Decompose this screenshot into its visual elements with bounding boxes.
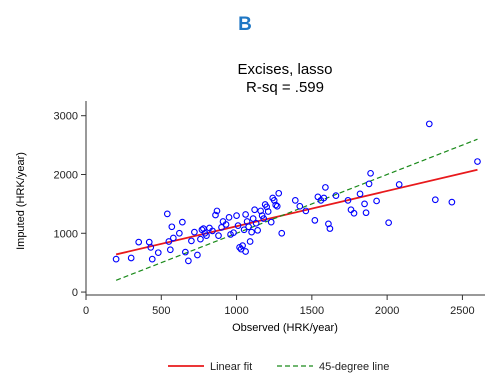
data-point <box>230 229 237 237</box>
data-point <box>278 229 286 237</box>
data-point <box>347 206 355 214</box>
legend-linear-fit-label: Linear fit <box>210 361 252 373</box>
data-point <box>373 197 380 205</box>
data-point <box>385 219 392 227</box>
data-point <box>194 251 201 259</box>
data-point <box>213 207 221 215</box>
data-point <box>191 228 198 236</box>
data-point <box>248 228 255 236</box>
data-point <box>395 181 403 188</box>
data-point <box>264 208 272 215</box>
data-point <box>239 242 246 249</box>
data-point <box>332 192 340 199</box>
data-point <box>273 202 281 210</box>
panel-label: B <box>238 14 252 35</box>
data-point <box>245 223 252 231</box>
y-tick-label: 2000 <box>54 169 78 181</box>
points-layer <box>112 120 481 265</box>
data-point <box>179 218 186 226</box>
data-point <box>188 237 195 245</box>
linear-fit-line <box>115 168 478 256</box>
data-point <box>209 227 216 235</box>
data-point <box>168 223 176 231</box>
data-point <box>291 197 299 204</box>
x-axis-label: Observed (HRK/year) <box>232 322 338 334</box>
data-point <box>246 238 254 245</box>
data-point <box>474 158 481 165</box>
y-tick-label: 1000 <box>54 228 78 240</box>
data-point <box>322 184 329 191</box>
data-point <box>254 226 261 234</box>
data-point <box>222 221 230 228</box>
data-point <box>275 189 283 197</box>
lines-layer <box>115 138 478 281</box>
data-point <box>267 218 275 226</box>
data-point <box>367 169 374 177</box>
data-point <box>272 201 280 209</box>
data-point <box>252 219 260 227</box>
data-point <box>185 257 192 265</box>
x-tick-label: 2000 <box>375 305 399 317</box>
data-point <box>260 215 268 222</box>
data-point <box>169 234 177 242</box>
data-point <box>314 193 322 201</box>
data-point <box>240 226 248 234</box>
data-point <box>320 194 328 202</box>
axes: 0 500 1000 1500 2000 2500 0 1000 2000 3000 <box>54 101 485 317</box>
legend: Linear fit 45-degree line <box>168 361 389 373</box>
data-point <box>112 255 120 263</box>
data-point <box>233 212 240 219</box>
y-axis-label: Imputed (HRK/year) <box>15 152 27 250</box>
data-point <box>234 222 242 229</box>
data-point <box>212 211 219 219</box>
data-point <box>215 232 222 239</box>
data-point <box>311 216 319 224</box>
data-point <box>145 238 153 246</box>
data-point <box>197 235 204 243</box>
data-point <box>344 197 352 204</box>
chart-subtitle: R-sq = .599 <box>246 79 324 96</box>
y-tick-label: 3000 <box>54 111 78 123</box>
data-point <box>163 210 171 218</box>
data-point <box>242 248 249 255</box>
data-point <box>356 190 364 198</box>
data-point <box>218 224 225 231</box>
data-point <box>182 248 189 256</box>
reference-line-45-degree <box>115 138 478 281</box>
chart-title: Excises, lasso <box>237 61 332 78</box>
data-point <box>127 254 135 262</box>
data-point <box>249 215 257 222</box>
x-tick-label: 500 <box>152 305 170 317</box>
data-point <box>166 246 174 254</box>
data-point <box>302 207 310 215</box>
x-tick-label: 1500 <box>300 305 324 317</box>
x-tick-label: 0 <box>83 305 89 317</box>
data-point <box>350 209 358 217</box>
data-point <box>147 244 155 251</box>
data-point <box>326 225 334 232</box>
data-point <box>176 229 183 237</box>
data-point <box>154 249 162 257</box>
data-point <box>448 198 456 206</box>
data-point <box>296 202 304 210</box>
data-point <box>361 200 368 208</box>
legend-45-degree-label: 45-degree line <box>319 361 389 373</box>
y-tick-label: 0 <box>72 287 78 299</box>
data-point <box>203 232 210 239</box>
data-point <box>242 211 249 218</box>
data-point <box>165 238 173 245</box>
data-point <box>425 120 433 128</box>
data-point <box>135 238 143 246</box>
x-tick-label: 1000 <box>224 305 248 317</box>
data-point <box>431 196 439 204</box>
data-point <box>362 209 370 217</box>
data-point <box>148 255 156 263</box>
data-point <box>365 180 373 188</box>
data-point <box>251 206 258 214</box>
x-tick-label: 2500 <box>450 305 474 317</box>
data-point <box>225 214 233 221</box>
